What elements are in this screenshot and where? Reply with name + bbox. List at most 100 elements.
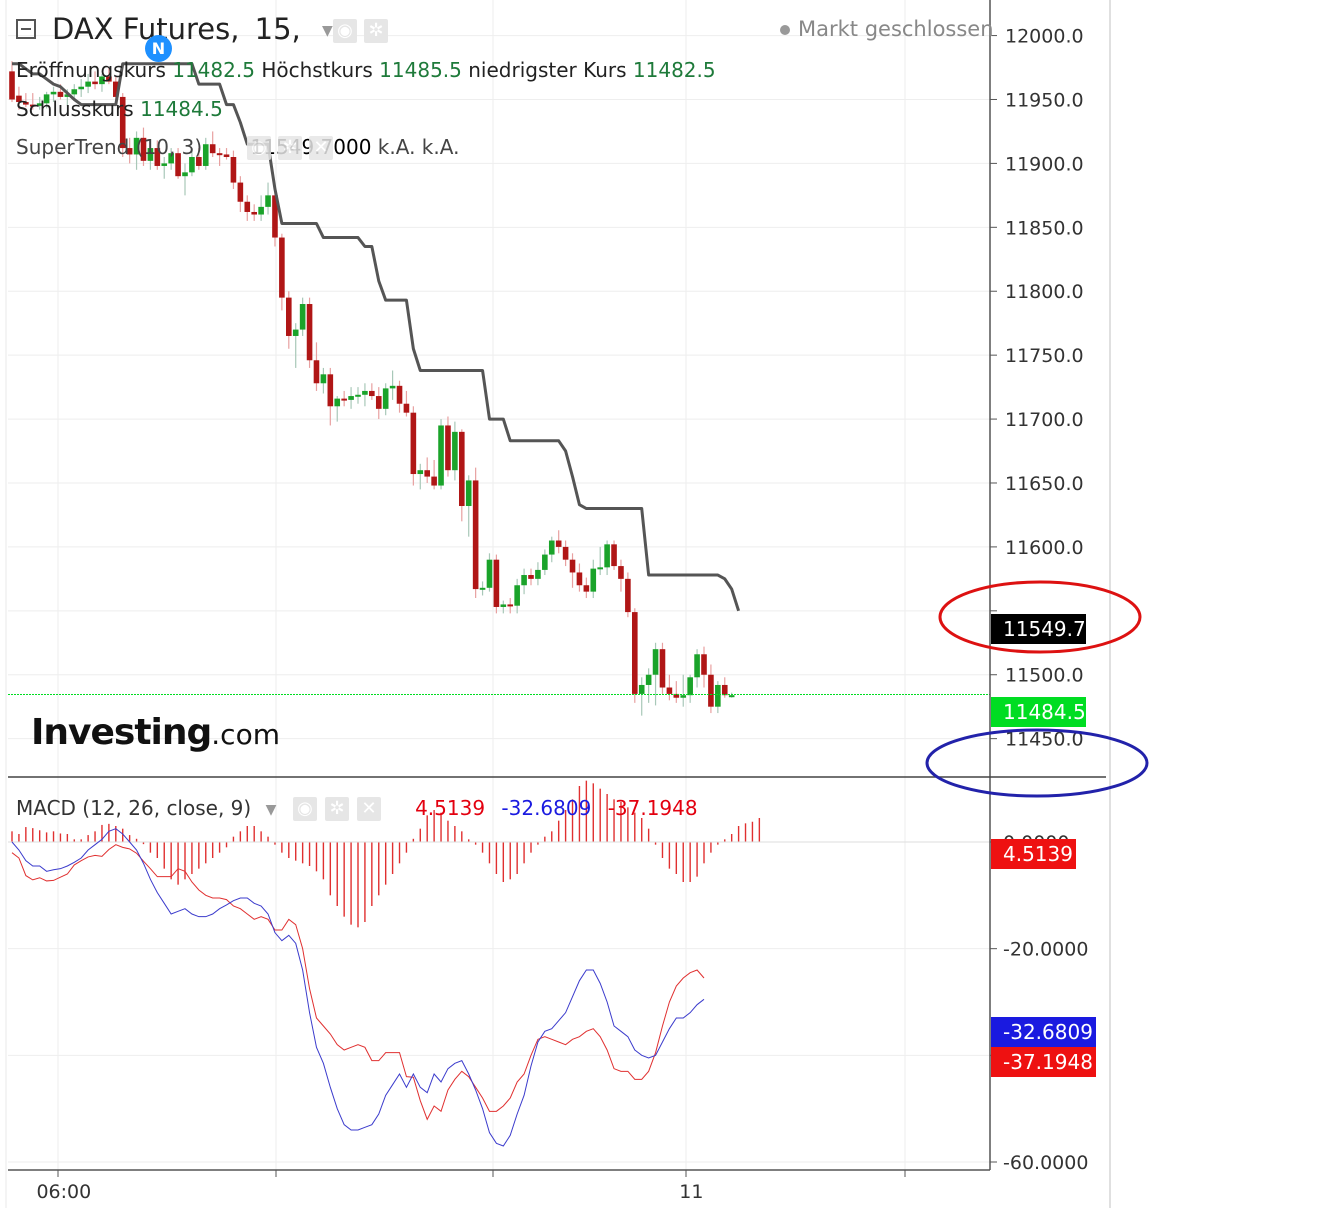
gear-icon[interactable]: ✲	[278, 136, 302, 160]
supertrend-na-2: k.A.	[421, 135, 460, 159]
candle-body	[237, 182, 244, 202]
candle-body	[223, 154, 230, 158]
supertrend-label: SuperTrend (10, 3)	[16, 135, 203, 159]
supertrend-line	[12, 62, 741, 612]
supertrend-price-label: 11549.7	[991, 614, 1086, 644]
candle-body	[286, 297, 292, 336]
collapse-icon[interactable]	[16, 19, 36, 39]
candle-body	[327, 374, 334, 407]
eye-icon[interactable]: ◉	[333, 19, 357, 43]
price-tick-label: 11950.0	[1005, 89, 1084, 111]
axes: 12000.0 11950.0 11900.0 11850.0 11800.0 11750…	[5, 0, 1111, 1208]
candle-body	[445, 425, 451, 471]
candle-body	[382, 388, 389, 409]
candle-body	[209, 144, 216, 154]
candle-body	[299, 304, 306, 330]
market-status: Markt geschlossen	[780, 17, 994, 41]
candle-body	[161, 163, 168, 166]
candle-body	[265, 195, 271, 207]
open-label: Eröffnungskurs	[16, 58, 166, 82]
caret-down-icon[interactable]: ▼	[265, 801, 277, 818]
candle-body	[583, 585, 590, 592]
candle-body	[133, 137, 140, 155]
candle-body	[189, 157, 195, 173]
close-icon[interactable]: ✕	[309, 136, 333, 160]
close-icon[interactable]: ✕	[357, 797, 381, 821]
candle-body	[279, 237, 285, 298]
candle-body	[521, 575, 527, 586]
candle-body	[396, 385, 403, 404]
news-badge[interactable]: N	[145, 35, 172, 62]
candle-body	[78, 86, 84, 90]
candle-body	[500, 604, 507, 607]
candle-body	[272, 195, 278, 238]
candle-body	[99, 76, 105, 85]
low-value: 11482.5	[632, 58, 716, 82]
macd-label: MACD (12, 26, close, 9)	[16, 796, 252, 820]
candle-body	[459, 431, 465, 506]
price-tick-label: 11800.0	[1005, 281, 1084, 303]
candle-body	[292, 329, 299, 336]
gear-icon[interactable]: ✲	[325, 797, 349, 821]
price-tick-label: 11450.0	[1005, 729, 1084, 751]
candle-body	[687, 677, 693, 696]
candle-body	[465, 480, 472, 506]
status-dot-icon	[780, 25, 790, 35]
candle-body	[362, 390, 368, 395]
candle-body	[638, 684, 645, 694]
candle-body	[43, 94, 50, 104]
candle-body	[576, 572, 583, 586]
candle-body	[611, 544, 617, 567]
candle-body	[472, 480, 479, 590]
macd-legend: MACD (12, 26, close, 9) ▼ 4.5139 -32.680…	[16, 796, 698, 820]
candle-body	[424, 470, 430, 477]
candle-body	[410, 412, 417, 475]
macd-hist-label: 4.5139	[991, 839, 1076, 869]
macd-histogram	[8, 780, 990, 928]
candle-body	[479, 587, 486, 590]
candle-body	[715, 684, 721, 707]
candle-body	[154, 148, 161, 166]
price-candles	[9, 61, 735, 716]
candle-body	[182, 172, 188, 177]
candle-body	[680, 695, 687, 698]
candle-body	[535, 569, 541, 579]
price-tick-label: 11750.0	[1005, 345, 1084, 367]
candle-body	[548, 540, 555, 555]
macd-signal-value: -37.1948	[607, 796, 698, 820]
candle-body	[29, 104, 36, 107]
candle-body	[438, 425, 444, 486]
eye-icon[interactable]: ◉	[293, 797, 317, 821]
candle-body	[555, 540, 562, 547]
candle-body	[119, 96, 126, 149]
candle-body	[230, 157, 237, 183]
candle-body	[113, 81, 119, 97]
candle-body	[36, 103, 43, 106]
eye-icon[interactable]: ◉	[247, 136, 271, 160]
candle-body	[196, 157, 202, 166]
low-label: niedrigster Kurs	[468, 58, 627, 82]
price-tick-label: 11900.0	[1005, 153, 1084, 175]
candle-body	[542, 554, 548, 570]
candle-body	[16, 95, 22, 103]
candle-body	[590, 568, 597, 592]
macd-tick-label: -20.0000	[1003, 939, 1088, 961]
candle-body	[168, 153, 174, 164]
candle-body	[251, 211, 257, 215]
candle-body	[452, 431, 458, 471]
candle-body	[348, 396, 354, 400]
high-label: Höchstkurs	[261, 58, 373, 82]
title-separator: ,	[230, 12, 240, 46]
price-tick-label: 11600.0	[1005, 537, 1084, 559]
candle-body	[334, 398, 341, 407]
candle-body	[147, 148, 154, 161]
gear-icon[interactable]: ✲	[364, 19, 388, 43]
candle-body	[64, 94, 71, 97]
signal-line-label: -37.1948	[991, 1047, 1096, 1077]
candle-body	[493, 559, 500, 607]
open-value: 11482.5	[172, 58, 255, 82]
candle-body	[355, 394, 361, 397]
caret-down-icon[interactable]: ▼	[322, 23, 333, 39]
price-tick-label: 12000.0	[1005, 26, 1084, 48]
